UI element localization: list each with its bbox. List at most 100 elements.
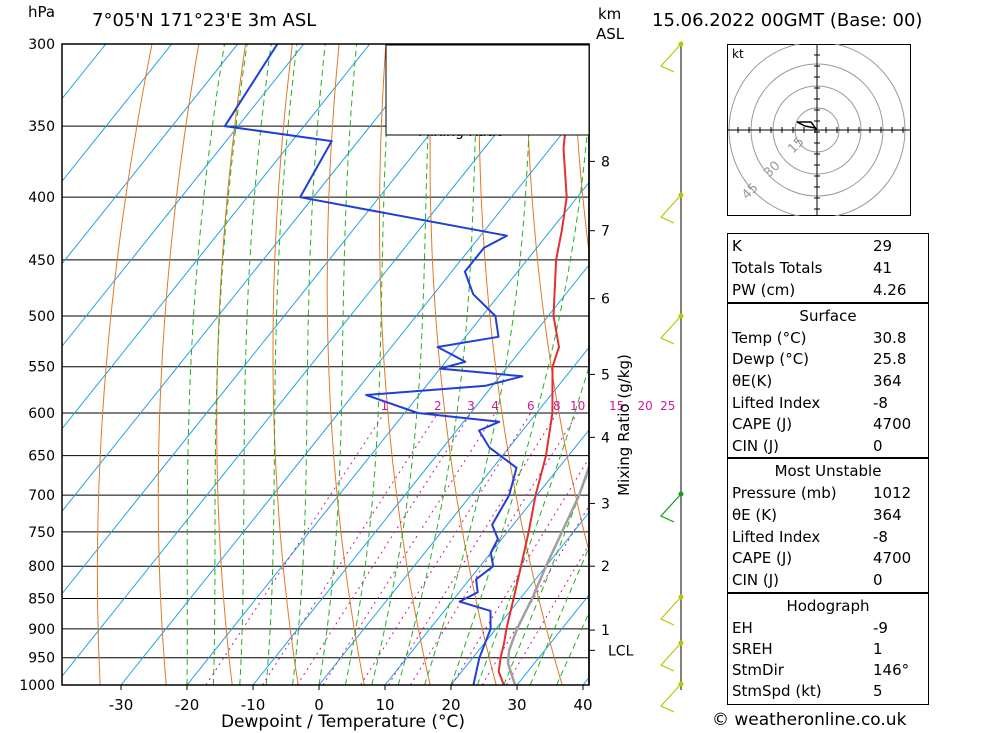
x-tick-label: -10 <box>241 696 266 714</box>
x-tick-label: 40 <box>573 696 592 714</box>
mixing-ratio-line <box>451 457 589 685</box>
wind-barb <box>660 642 682 672</box>
isotherm-line <box>318 346 589 685</box>
mixing-ratio-label: 2 <box>434 399 442 413</box>
wet-adiabat <box>318 44 358 685</box>
wind-barb <box>660 683 682 713</box>
mixing-ratio-line <box>481 505 589 685</box>
dry-adiabat <box>216 44 247 685</box>
km-tick-label: 5 <box>601 367 610 383</box>
datetime-title: 15.06.2022 00GMT (Base: 00) <box>652 10 923 31</box>
pressure-tick-label: 850 <box>28 591 55 607</box>
dry-adiabat <box>272 44 299 685</box>
mixing-ratio-line <box>296 412 472 685</box>
wind-barb <box>660 493 682 523</box>
dry-adiabat <box>96 44 153 685</box>
wind-barb <box>660 596 682 626</box>
km-tick-label: 8 <box>601 154 610 170</box>
wet-adiabat <box>371 44 433 685</box>
isotherm-line <box>62 44 239 265</box>
mixing-ratio-line <box>387 412 558 685</box>
temperature-line <box>497 44 576 685</box>
axis-labels: 1 2 3 4 6 8 10 15 20 2530035040045050055060065070… <box>19 37 675 732</box>
mixing-ratio-axis-label: Mixing Ratio (g/kg) <box>615 354 633 496</box>
pressure-tick-label: 900 <box>28 622 55 638</box>
x-tick-label: 10 <box>375 696 394 714</box>
indices-top-panel: K 29 Totals Totals 41 PW (cm) 4.26 <box>727 233 929 303</box>
dry-adiabat <box>429 44 497 685</box>
km-tick-label: 3 <box>601 496 610 512</box>
pressure-tick-label: 950 <box>28 651 55 667</box>
isotherm-line <box>62 44 371 430</box>
hodograph-trace <box>796 121 818 131</box>
isotherm-line <box>62 44 569 678</box>
dry-adiabat <box>525 44 589 554</box>
mixing-ratio-label: 25 <box>660 399 675 413</box>
pressure-tick-label: 800 <box>28 559 55 575</box>
mixing-ratio-line <box>261 412 439 685</box>
pressure-tick-label: 450 <box>28 253 55 269</box>
isotherm-line <box>120 99 589 685</box>
surface-title: Surface <box>799 307 857 325</box>
hodograph-title: Hodograph <box>786 597 870 615</box>
most-unstable-title: Most Unstable <box>774 462 882 480</box>
hodograph: kt 15 30 45 <box>727 44 911 216</box>
height-unit-km: km <box>598 5 622 23</box>
parcel-trajectory-line <box>506 463 589 685</box>
wind-profile <box>660 41 684 713</box>
wet-adiabat <box>529 546 589 685</box>
credit-text[interactable]: © weatheronline.co.uk <box>712 710 907 730</box>
isotherm-line <box>62 44 173 183</box>
isotherm-line <box>384 429 589 685</box>
x-tick-label: 20 <box>441 696 460 714</box>
mixing-ratio-line <box>205 412 385 685</box>
pressure-tick-label: 300 <box>28 37 55 53</box>
pressure-tick-label: 750 <box>28 525 55 541</box>
mixing-ratio-line <box>360 412 532 685</box>
most-unstable-panel: Most Unstable Pressure (mb) 1012 θE (K) 36… <box>727 458 929 593</box>
pressure-tick-label: 550 <box>28 360 55 376</box>
dewpoint-line <box>223 44 524 685</box>
isotherm-line <box>62 44 503 595</box>
isotherm-line <box>252 264 589 685</box>
mixing-ratio-label: 6 <box>527 399 535 413</box>
x-tick-label: 30 <box>507 696 526 714</box>
mixing-ratio-label: 15 <box>609 399 624 413</box>
background-lines <box>62 44 589 685</box>
profile-lines <box>223 44 589 685</box>
pressure-tick-label: 600 <box>28 406 55 422</box>
mixing-ratio-label: 8 <box>553 399 561 413</box>
mixing-ratio-label: 1 <box>381 399 389 413</box>
dry-adiabat <box>478 44 563 685</box>
wind-barb <box>660 43 682 73</box>
wet-adiabat <box>450 106 589 685</box>
x-tick-label: -20 <box>175 696 200 714</box>
wet-adiabat <box>186 44 225 685</box>
wet-adiabat <box>503 469 589 685</box>
mixing-ratio-label: 4 <box>491 399 499 413</box>
km-tick-label: LCL <box>608 643 634 659</box>
wind-barb <box>660 315 682 345</box>
mixing-ratio-label: 20 <box>637 399 652 413</box>
isotherm-line <box>62 44 305 348</box>
legend <box>385 44 590 136</box>
dry-adiabat <box>572 44 589 256</box>
km-tick-label: 1 <box>601 623 610 639</box>
mixing-ratio-line <box>322 412 496 685</box>
height-unit-asl: ASL <box>596 25 625 43</box>
location-title: 7°05'N 171°23'E 3m ASL <box>92 10 317 31</box>
hodograph-unit-label: kt <box>732 47 744 61</box>
pressure-tick-label: 400 <box>28 190 55 206</box>
km-tick-label: 4 <box>601 430 610 446</box>
wet-adiabat <box>556 611 589 685</box>
isotherm-line <box>450 511 589 685</box>
km-tick-label: 7 <box>601 224 610 240</box>
x-tick-label: 0 <box>314 696 324 714</box>
km-tick-label: 2 <box>601 559 610 575</box>
legend-box <box>385 44 590 136</box>
wet-adiabat <box>476 365 589 685</box>
hodograph-panel: Hodograph EH -9 SREH 1 StmDir 146° StmSpd (… <box>727 593 929 705</box>
km-tick-label: 6 <box>601 292 610 308</box>
wet-adiabat <box>344 44 393 685</box>
